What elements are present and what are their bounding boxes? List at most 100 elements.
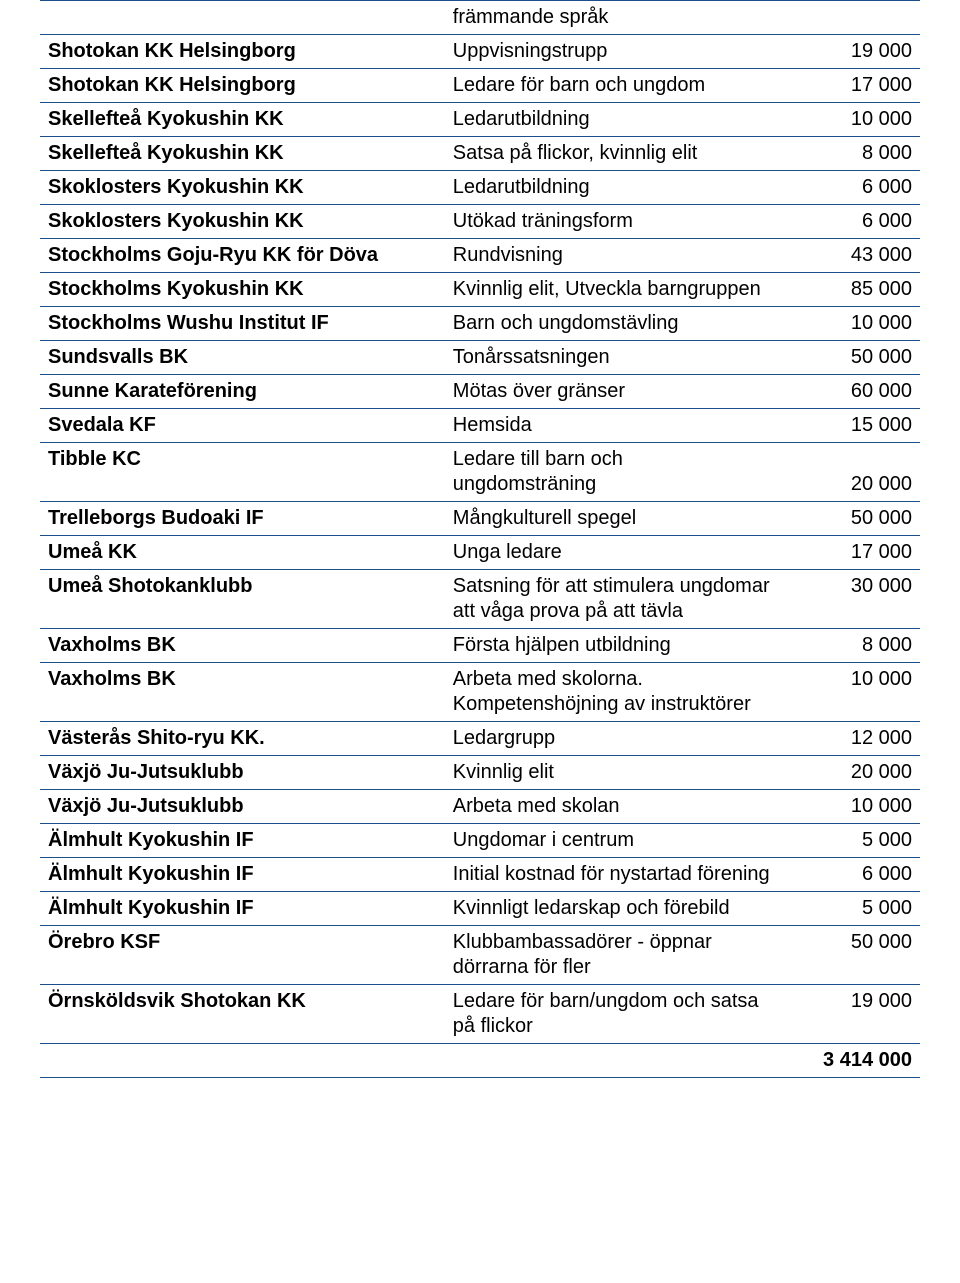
description-cell: Unga ledare: [445, 536, 779, 570]
table-row: Älmhult Kyokushin IFUngdomar i centrum5 …: [40, 824, 920, 858]
amount-cell: 6 000: [779, 858, 920, 892]
org-name-cell: Shotokan KK Helsingborg: [40, 69, 445, 103]
table-row: Stockholms Wushu Institut IFBarn och ung…: [40, 307, 920, 341]
table-row: Tibble KCLedare till barn och ungdomsträ…: [40, 443, 920, 502]
amount-cell: 15 000: [779, 409, 920, 443]
total-desc-cell: [445, 1044, 779, 1078]
amount-cell: 8 000: [779, 629, 920, 663]
description-cell: Ledare till barn och ungdomsträning: [445, 443, 779, 502]
amount-cell: 20 000: [779, 756, 920, 790]
table-row: Vaxholms BKArbeta med skolorna. Kompeten…: [40, 663, 920, 722]
org-name-cell: Skoklosters Kyokushin KK: [40, 171, 445, 205]
table-row: Älmhult Kyokushin IFKvinnligt ledarskap …: [40, 892, 920, 926]
description-cell: Klubbambassadörer - öppnar dörrarna för …: [445, 926, 779, 985]
description-cell: Kvinnligt ledarskap och förebild: [445, 892, 779, 926]
amount-cell: 19 000: [779, 985, 920, 1044]
description-cell: Mötas över gränser: [445, 375, 779, 409]
org-name-cell: Svedala KF: [40, 409, 445, 443]
table-row: Örnsköldsvik Shotokan KKLedare för barn/…: [40, 985, 920, 1044]
amount-cell: 85 000: [779, 273, 920, 307]
total-name-cell: [40, 1044, 445, 1078]
table-row: Skoklosters Kyokushin KKLedarutbildning6…: [40, 171, 920, 205]
org-name-cell: Västerås Shito-ryu KK.: [40, 722, 445, 756]
description-cell: Första hjälpen utbildning: [445, 629, 779, 663]
amount-cell: 6 000: [779, 205, 920, 239]
description-cell: Tonårssatsningen: [445, 341, 779, 375]
amount-cell: 30 000: [779, 570, 920, 629]
description-cell: Ledarutbildning: [445, 171, 779, 205]
table-row: Shotokan KK HelsingborgUppvisningstrupp1…: [40, 35, 920, 69]
description-cell: Mångkulturell spegel: [445, 502, 779, 536]
org-name-cell: Stockholms Wushu Institut IF: [40, 307, 445, 341]
org-name-cell: Vaxholms BK: [40, 663, 445, 722]
description-cell: Kvinnlig elit: [445, 756, 779, 790]
description-cell: Initial kostnad för nystartad förening: [445, 858, 779, 892]
org-name-cell: Skoklosters Kyokushin KK: [40, 205, 445, 239]
org-name-cell: Älmhult Kyokushin IF: [40, 824, 445, 858]
table-row: Sunne KarateföreningMötas över gränser60…: [40, 375, 920, 409]
amount-cell: 6 000: [779, 171, 920, 205]
org-name-cell: Sunne Karateförening: [40, 375, 445, 409]
org-name-cell: Stockholms Goju-Ryu KK för Döva: [40, 239, 445, 273]
table-row: Umeå ShotokanklubbSatsning för att stimu…: [40, 570, 920, 629]
amount-cell: [779, 1, 920, 35]
table-row: Stockholms Kyokushin KKKvinnlig elit, Ut…: [40, 273, 920, 307]
amount-cell: 50 000: [779, 341, 920, 375]
table-row: Sundsvalls BKTonårssatsningen50 000: [40, 341, 920, 375]
org-name-cell: Örebro KSF: [40, 926, 445, 985]
amount-cell: 5 000: [779, 892, 920, 926]
org-name-cell: [40, 1, 445, 35]
amount-cell: 10 000: [779, 103, 920, 137]
org-name-cell: Trelleborgs Budoaki IF: [40, 502, 445, 536]
org-name-cell: Skellefteå Kyokushin KK: [40, 137, 445, 171]
amount-cell: 50 000: [779, 926, 920, 985]
org-name-cell: Örnsköldsvik Shotokan KK: [40, 985, 445, 1044]
org-name-cell: Skellefteå Kyokushin KK: [40, 103, 445, 137]
org-name-cell: Tibble KC: [40, 443, 445, 502]
amount-cell: 20 000: [779, 443, 920, 502]
amount-cell: 10 000: [779, 663, 920, 722]
org-name-cell: Umeå Shotokanklubb: [40, 570, 445, 629]
amount-cell: 50 000: [779, 502, 920, 536]
amount-cell: 5 000: [779, 824, 920, 858]
table-row: Trelleborgs Budoaki IFMångkulturell speg…: [40, 502, 920, 536]
org-name-cell: Vaxholms BK: [40, 629, 445, 663]
amount-cell: 17 000: [779, 536, 920, 570]
description-cell: Barn och ungdomstävling: [445, 307, 779, 341]
org-name-cell: Sundsvalls BK: [40, 341, 445, 375]
org-name-cell: Växjö Ju-Jutsuklubb: [40, 790, 445, 824]
description-cell: Hemsida: [445, 409, 779, 443]
description-cell: Uppvisningstrupp: [445, 35, 779, 69]
description-cell: Arbeta med skolorna. Kompetenshöjning av…: [445, 663, 779, 722]
amount-cell: 43 000: [779, 239, 920, 273]
description-cell: Rundvisning: [445, 239, 779, 273]
org-name-cell: Älmhult Kyokushin IF: [40, 858, 445, 892]
table-row: Stockholms Goju-Ryu KK för DövaRundvisni…: [40, 239, 920, 273]
amount-cell: 19 000: [779, 35, 920, 69]
description-cell: Satsa på flickor, kvinnlig elit: [445, 137, 779, 171]
table-row: Umeå KKUnga ledare17 000: [40, 536, 920, 570]
amount-cell: 12 000: [779, 722, 920, 756]
description-cell: Ledarutbildning: [445, 103, 779, 137]
table-row: främmande språk: [40, 1, 920, 35]
table-row: Växjö Ju-JutsuklubbKvinnlig elit20 000: [40, 756, 920, 790]
org-name-cell: Älmhult Kyokushin IF: [40, 892, 445, 926]
description-cell: Arbeta med skolan: [445, 790, 779, 824]
table-row: Vaxholms BKFörsta hjälpen utbildning8 00…: [40, 629, 920, 663]
description-cell: Ungdomar i centrum: [445, 824, 779, 858]
description-cell: främmande språk: [445, 1, 779, 35]
org-name-cell: Umeå KK: [40, 536, 445, 570]
total-amount-cell: 3 414 000: [779, 1044, 920, 1078]
description-cell: Utökad träningsform: [445, 205, 779, 239]
table-row: Örebro KSFKlubbambassadörer - öppnar dör…: [40, 926, 920, 985]
table-row: Älmhult Kyokushin IFInitial kostnad för …: [40, 858, 920, 892]
description-cell: Kvinnlig elit, Utveckla barngruppen: [445, 273, 779, 307]
description-cell: Ledare för barn och ungdom: [445, 69, 779, 103]
amount-cell: 10 000: [779, 790, 920, 824]
amount-cell: 10 000: [779, 307, 920, 341]
table-row: Västerås Shito-ryu KK.Ledargrupp12 000: [40, 722, 920, 756]
table-row: Skoklosters Kyokushin KKUtökad träningsf…: [40, 205, 920, 239]
amount-cell: 8 000: [779, 137, 920, 171]
table-row: Skellefteå Kyokushin KKSatsa på flickor,…: [40, 137, 920, 171]
description-cell: Satsning för att stimulera ungdomar att …: [445, 570, 779, 629]
